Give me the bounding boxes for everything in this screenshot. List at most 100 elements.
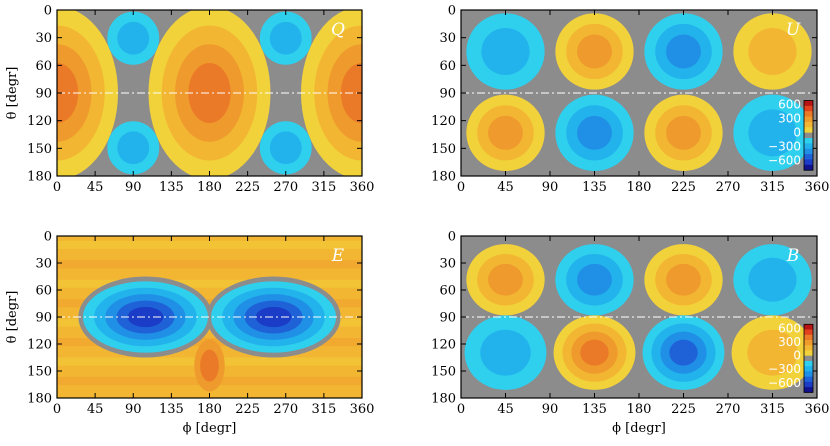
x-axis-label: ϕ [degr]	[183, 421, 237, 436]
y-tick-label: 0	[448, 4, 456, 19]
x-tick-label: 225	[235, 180, 260, 195]
x-tick-label: 0	[457, 402, 465, 417]
b-cell-bottom-1-level-2	[480, 329, 531, 376]
x-tick-label: 45	[497, 180, 514, 195]
e-band	[57, 299, 362, 308]
e-band	[57, 279, 362, 288]
x-tick-label: 180	[197, 180, 222, 195]
x-tick-label: 225	[671, 180, 696, 195]
field-e	[57, 236, 362, 398]
y-tick-label: 120	[27, 114, 52, 129]
colorbar-tick-label: 0	[793, 349, 801, 363]
u-cell-bottom-4-level-2	[748, 109, 797, 157]
x-tick-label: 180	[627, 180, 652, 195]
x-tick-label: 180	[627, 402, 652, 417]
y-tick-label: 180	[431, 170, 456, 185]
b-cell-top-2-level-3	[577, 263, 612, 296]
x-tick-label: 270	[273, 402, 298, 417]
x-tick-label: 90	[542, 180, 559, 195]
colorbar-swatch	[804, 159, 813, 166]
y-tick-label: 0	[44, 4, 52, 19]
colorbar-swatch	[804, 132, 813, 139]
field-clip	[57, 236, 362, 398]
e-lobe-left-level-5	[127, 306, 164, 328]
panel-label: U	[786, 20, 801, 40]
x-tick-label: 360	[350, 402, 375, 417]
x-tick-label: 0	[53, 180, 61, 195]
x-tick-label: 270	[273, 180, 298, 195]
q-lobe-left-level-4	[57, 62, 79, 124]
colorbar-tick-label: −600	[768, 376, 801, 390]
y-tick-label: 150	[27, 365, 52, 380]
u-cell-bottom-2-level-3	[577, 115, 612, 150]
b-cell-top-3-level-3	[666, 263, 701, 296]
x-tick-label: 45	[87, 180, 104, 195]
y-tick-label: 90	[35, 311, 52, 326]
y-tick-label: 150	[27, 142, 52, 157]
x-tick-label: 360	[805, 180, 830, 195]
x-tick-label: 0	[53, 402, 61, 417]
colorbar-swatch	[804, 339, 813, 346]
e-band	[57, 260, 362, 269]
colorbar-swatch	[804, 138, 813, 144]
colorbar-swatch	[804, 116, 813, 123]
y-tick-label: 90	[35, 87, 52, 102]
x-tick-label: 45	[87, 402, 104, 417]
colorbar-swatch	[804, 366, 813, 372]
y-tick-label: 30	[35, 257, 52, 272]
b-cell-bottom-3-level-4	[669, 339, 698, 366]
colorbar-swatch	[804, 148, 813, 155]
colorbar-swatch	[804, 381, 813, 388]
u-cell-top-2-level-3	[577, 34, 612, 69]
e-center-lower-level-2	[200, 349, 219, 382]
x-tick-label: 135	[582, 402, 607, 417]
q-blue-lr-level-2	[269, 131, 302, 165]
panel-label: B	[786, 246, 800, 266]
x-axis-label: ϕ [degr]	[612, 421, 666, 436]
colorbar-swatch	[804, 376, 813, 383]
u-cell-top-3-level-3	[666, 34, 701, 69]
y-tick-label: 150	[431, 365, 456, 380]
colorbar-tick-label: 300	[778, 335, 801, 349]
colorbar-swatch	[804, 154, 813, 160]
x-tick-label: 90	[125, 402, 142, 417]
q-blue-ul-level-2	[117, 21, 150, 55]
colorbar-swatch	[804, 334, 813, 341]
x-tick-label: 225	[235, 402, 260, 417]
colorbar-tick-label: 600	[778, 98, 801, 112]
panel-b: 0 45 90 135 180 225 270 315 360 0 30 60 90 120 150 180 ϕ…	[431, 230, 829, 437]
colorbar-swatch	[804, 345, 813, 351]
colorbar-swatch	[804, 324, 813, 330]
x-tick-label: 0	[457, 180, 465, 195]
y-tick-label: 0	[44, 230, 52, 245]
colorbar-swatch	[804, 127, 813, 134]
y-tick-label: 30	[439, 257, 456, 272]
x-tick-label: 225	[671, 402, 696, 417]
x-tick-label: 180	[197, 402, 222, 417]
y-tick-label: 60	[439, 284, 456, 299]
y-tick-label: 0	[448, 230, 456, 245]
e-lobe-right-level-5	[255, 306, 292, 328]
panel-u: 0 45 90 135 180 225 270 315 360 0 30 60 90 120 150 180 U…	[431, 4, 829, 196]
y-axis-label: θ [degr]	[5, 291, 20, 344]
x-tick-label: 135	[159, 402, 184, 417]
colorbar-swatch	[804, 111, 813, 117]
panel-e: 0 45 90 135 180 225 270 315 360 0 30 60 90 120 150 180 θ…	[5, 230, 374, 437]
y-tick-label: 90	[439, 311, 456, 326]
x-tick-label: 135	[582, 180, 607, 195]
u-cell-top-1-level-2	[481, 28, 530, 75]
colorbar-tick-label: 0	[793, 126, 801, 140]
field-u	[461, 10, 817, 176]
panel-label: E	[331, 246, 345, 266]
x-tick-label: 45	[497, 402, 514, 417]
x-tick-label: 315	[760, 180, 785, 195]
colorbar-swatch	[804, 105, 813, 112]
colorbar-tick-label: 600	[778, 321, 801, 335]
colorbar-swatch	[804, 360, 813, 367]
y-tick-label: 90	[439, 87, 456, 102]
y-tick-label: 120	[431, 114, 456, 129]
y-tick-label: 30	[35, 31, 52, 46]
x-tick-label: 90	[542, 402, 559, 417]
